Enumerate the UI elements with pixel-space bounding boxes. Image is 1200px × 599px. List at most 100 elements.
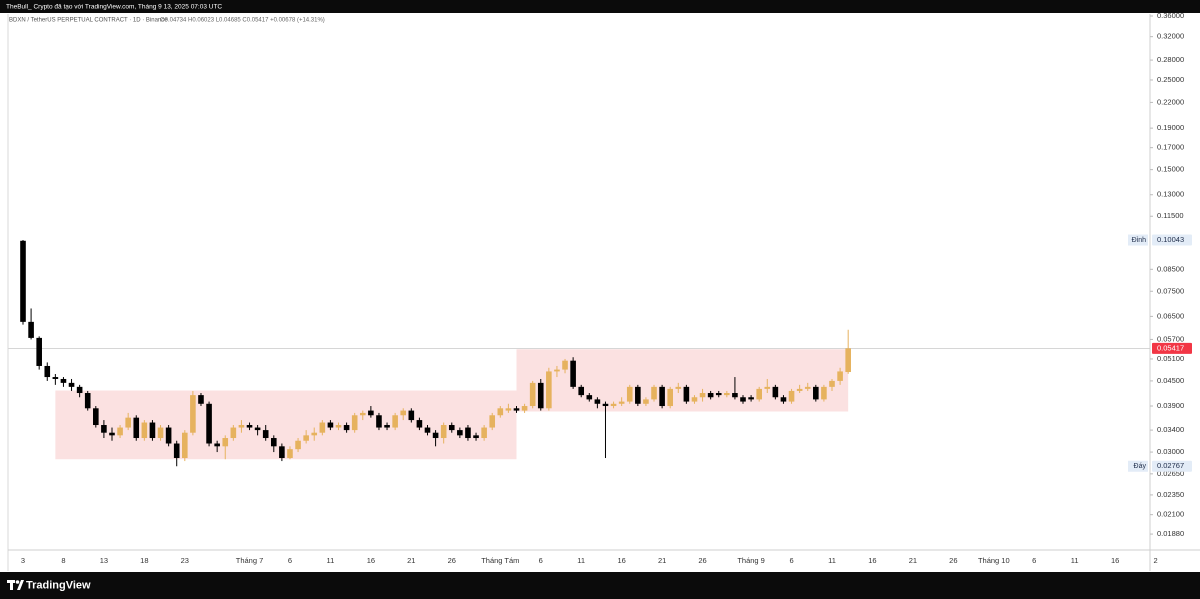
y-tick-label: 0.11500 xyxy=(1157,211,1184,220)
x-tick-label: 13 xyxy=(100,556,108,565)
y-tick-label: 0.06500 xyxy=(1157,311,1184,320)
candle-body xyxy=(335,425,342,428)
x-tick-label: 26 xyxy=(949,556,957,565)
candle-body xyxy=(691,397,698,402)
y-tick-label: 0.05100 xyxy=(1157,354,1184,363)
candle-body xyxy=(52,377,59,379)
candle-body xyxy=(254,427,261,431)
candle-body xyxy=(400,410,407,416)
candle-body xyxy=(117,427,123,436)
logo: TradingView xyxy=(7,579,91,591)
candle-body xyxy=(392,415,398,428)
x-tick-label: 11 xyxy=(577,556,585,565)
candle-body xyxy=(149,422,156,439)
y-tick-label: 0.15000 xyxy=(1157,165,1184,174)
candle-body xyxy=(190,395,196,433)
candle-body xyxy=(424,427,431,433)
candle-body xyxy=(351,415,358,431)
candle-body xyxy=(756,388,762,400)
y-tick-label: 0.03900 xyxy=(1157,401,1184,410)
candle-body xyxy=(505,408,512,411)
y-tick-label: 0.02100 xyxy=(1157,510,1184,519)
y-tick-label: 0.02650 xyxy=(1157,469,1184,478)
candle-body xyxy=(408,410,415,421)
candle-body xyxy=(368,410,374,416)
candle-body xyxy=(60,378,67,383)
candle-body xyxy=(546,371,552,409)
candle-body xyxy=(780,397,787,402)
candle-body xyxy=(683,386,690,402)
candle-body xyxy=(465,427,471,439)
marker-label: Đỉnh xyxy=(1132,236,1147,244)
candle-body xyxy=(610,403,617,407)
creator-line: TheBull_ Crypto đã tạo với TradingView.c… xyxy=(6,4,222,11)
candle-body xyxy=(594,399,601,404)
x-tick-label: 6 xyxy=(539,556,543,565)
candle-body xyxy=(93,408,99,426)
x-tick-label: 16 xyxy=(868,556,876,565)
candle-body xyxy=(28,321,34,338)
candle-body xyxy=(804,386,811,389)
candle-body xyxy=(214,443,220,447)
ohlc-line: O0.04734 H0.06023 L0.04685 C0.05417 +0.0… xyxy=(160,18,325,24)
candle-body xyxy=(602,403,609,407)
candle-body xyxy=(570,360,576,387)
marker-tag xyxy=(1128,460,1148,472)
x-tick-label: 2 xyxy=(1154,556,1158,565)
candle-body xyxy=(813,386,819,400)
candle-body xyxy=(707,393,714,398)
x-tick-label: 26 xyxy=(698,556,706,565)
candle-body xyxy=(764,386,771,389)
candle-body xyxy=(788,390,795,402)
candle-body xyxy=(109,432,115,436)
top-bar xyxy=(0,0,1200,13)
candle-body xyxy=(724,393,730,396)
x-tick-label: 16 xyxy=(617,556,625,565)
candle-body xyxy=(699,393,706,398)
candle-body xyxy=(772,386,779,398)
candle-body xyxy=(222,438,229,447)
x-tick-label: Tháng 9 xyxy=(737,556,765,565)
candle-body xyxy=(230,427,237,439)
y-tick-label: 0.28000 xyxy=(1157,55,1184,64)
x-tick-label: 6 xyxy=(789,556,793,565)
logo-mark xyxy=(15,580,20,584)
candle-body xyxy=(845,348,851,373)
candle-body xyxy=(675,386,682,389)
y-tick-label: 0.36000 xyxy=(1157,11,1184,20)
marker-tag xyxy=(1128,234,1148,246)
candle-body xyxy=(327,422,334,428)
x-tick-label: Tháng Tám xyxy=(481,556,519,565)
candle-body xyxy=(448,425,455,431)
price-badge-label: 0.10043 xyxy=(1157,235,1184,244)
price-badge xyxy=(1152,234,1192,246)
x-tick-label: 16 xyxy=(1111,556,1119,565)
x-tick-label: 6 xyxy=(1032,556,1036,565)
x-tick-label: 8 xyxy=(61,556,65,565)
candle-body xyxy=(497,408,504,416)
x-tick-label: 11 xyxy=(828,556,836,565)
y-tick-label: 0.19000 xyxy=(1157,123,1184,132)
candle-body xyxy=(182,432,188,459)
candle-body xyxy=(295,440,301,450)
candle-body xyxy=(457,430,463,436)
candle-body xyxy=(732,393,738,398)
candle-body xyxy=(796,388,803,391)
y-tick-label: 0.05700 xyxy=(1157,334,1184,343)
candle-body xyxy=(165,427,172,444)
x-tick-label: Tháng 10 xyxy=(978,556,1010,565)
candle-body xyxy=(481,427,487,439)
x-tick-label: 26 xyxy=(448,556,456,565)
candle-body xyxy=(748,397,754,400)
x-tick-label: 6 xyxy=(288,556,292,565)
y-tick-label: 0.03400 xyxy=(1157,425,1184,434)
candle-body xyxy=(279,446,285,459)
candle-body xyxy=(554,369,560,372)
candle-body xyxy=(101,425,107,433)
x-tick-label: 21 xyxy=(909,556,917,565)
range-zone xyxy=(516,349,849,412)
candle-body xyxy=(319,422,326,433)
logo-mark xyxy=(10,580,13,590)
candle-body xyxy=(311,432,318,436)
